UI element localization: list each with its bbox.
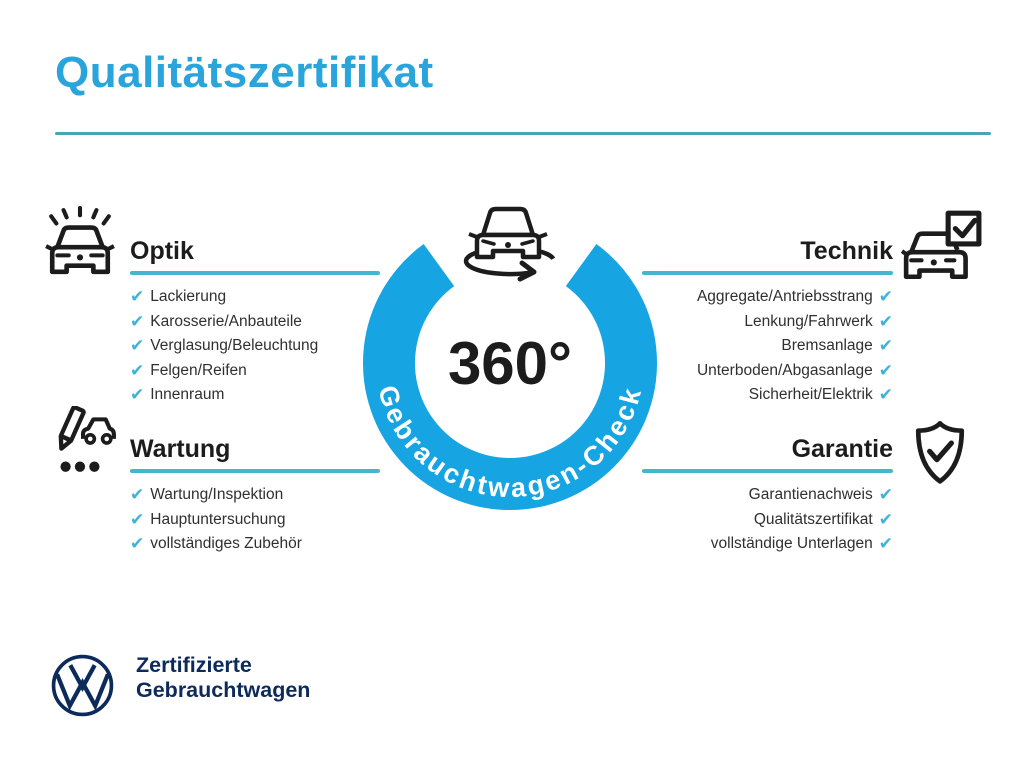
section-garantie: Garantie Garantienachweis ✔ Qualitätszert… <box>642 434 893 554</box>
section-optik: Optik ✔ Lackierung ✔ Karosserie/Anbauteile… <box>130 236 380 405</box>
check-icon: ✔ <box>878 509 893 530</box>
list-item: Bremsanlage ✔ <box>642 336 893 356</box>
list-item: Sicherheit/Elektrik ✔ <box>642 385 893 405</box>
check-list: ✔ Lackierung ✔ Karosserie/Anbauteile ✔ Verg… <box>130 287 380 405</box>
section-title: Technik <box>800 237 893 265</box>
list-item-label: vollständige Unterlagen <box>710 535 873 552</box>
section-title: Optik <box>130 237 194 265</box>
list-item-label: Bremsanlage <box>781 337 873 354</box>
car-360-rotation-icon <box>463 206 556 282</box>
footer-line1: Zertifizierte <box>136 653 252 677</box>
check-list: Aggregate/Antriebsstrang ✔ Lenkung/Fahrwe… <box>642 287 893 405</box>
list-item: Aggregate/Antriebsstrang ✔ <box>642 287 893 307</box>
list-item-label: Qualitätszertifikat <box>753 510 873 528</box>
list-item: ✔ Karosserie/Anbauteile <box>130 311 380 332</box>
section-wartung: Wartung ✔ Wartung/Inspektion ✔ Hauptunters… <box>130 434 380 554</box>
car-checkbox-icon <box>901 210 982 280</box>
ring-shape <box>363 244 657 510</box>
list-item-label: Felgen/Reifen <box>150 361 247 379</box>
list-item: Qualitätszertifikat ✔ <box>642 509 893 530</box>
list-item: Garantienachweis ✔ <box>642 485 893 505</box>
list-item-label: Aggregate/Antriebsstrang <box>696 288 873 305</box>
check-icon: ✔ <box>130 287 145 307</box>
list-item: ✔ Innenraum <box>130 385 380 405</box>
service-checklist-icon <box>58 406 116 472</box>
section-divider <box>130 271 380 275</box>
list-item: ✔ Wartung/Inspektion <box>130 485 380 505</box>
vw-logo-icon <box>51 654 114 717</box>
check-icon: ✔ <box>878 385 893 405</box>
check-icon: ✔ <box>130 485 145 505</box>
list-item-label: Karosserie/Anbauteile <box>150 312 302 330</box>
list-item-label: Lackierung <box>150 288 227 305</box>
section-title: Wartung <box>130 435 231 463</box>
check-icon: ✔ <box>130 360 145 381</box>
check-icon: ✔ <box>878 485 893 505</box>
check-icon: ✔ <box>130 509 145 530</box>
list-item: ✔ Felgen/Reifen <box>130 360 380 381</box>
check-icon: ✔ <box>130 534 145 554</box>
title-divider <box>55 132 991 135</box>
check-list: Garantienachweis ✔ Qualitätszertifikat ✔ v… <box>642 485 893 554</box>
check-icon: ✔ <box>878 360 893 381</box>
list-item: ✔ Verglasung/Beleuchtung <box>130 336 380 356</box>
list-item-label: Verglasung/Beleuchtung <box>150 337 319 354</box>
list-item-label: Sicherheit/Elektrik <box>748 386 873 403</box>
car-shine-icon <box>45 206 115 275</box>
check-list: ✔ Wartung/Inspektion ✔ Hauptuntersuchung ✔… <box>130 485 380 554</box>
check-icon: ✔ <box>878 336 893 356</box>
list-item-label: Unterboden/Abgasanlage <box>696 361 873 379</box>
badge-value: 360° <box>448 330 572 397</box>
badge-360: Gebrauchtwagen-Check 360° <box>363 206 657 510</box>
list-item-label: Wartung/Inspektion <box>150 486 284 503</box>
list-item: Lenkung/Fahrwerk ✔ <box>642 311 893 332</box>
check-icon: ✔ <box>878 311 893 332</box>
section-divider <box>130 469 380 473</box>
footer-brand-text: Zertifizierte Gebrauchtwagen <box>136 653 310 703</box>
list-item-label: Garantienachweis <box>748 486 873 503</box>
list-item: Unterboden/Abgasanlage ✔ <box>642 360 893 381</box>
check-icon: ✔ <box>130 385 145 405</box>
list-item-label: vollständiges Zubehör <box>150 535 302 552</box>
check-icon: ✔ <box>878 287 893 307</box>
section-technik: Technik Aggregate/Antriebsstrang ✔ Lenkun… <box>642 236 893 405</box>
footer-line2: Gebrauchtwagen <box>136 678 311 702</box>
shield-check-icon <box>915 421 965 484</box>
list-item: ✔ Hauptuntersuchung <box>130 509 380 530</box>
list-item-label: Lenkung/Fahrwerk <box>744 312 873 330</box>
check-icon: ✔ <box>130 311 145 332</box>
list-item-label: Hauptuntersuchung <box>150 510 286 528</box>
page-title: Qualitätszertifikat <box>55 48 434 97</box>
section-title: Garantie <box>791 435 893 463</box>
section-divider <box>642 469 893 473</box>
check-icon: ✔ <box>130 336 145 356</box>
list-item-label: Innenraum <box>150 386 225 403</box>
list-item: ✔ Lackierung <box>130 287 380 307</box>
check-icon: ✔ <box>878 534 893 554</box>
list-item: ✔ vollständiges Zubehör <box>130 534 380 554</box>
section-divider <box>642 271 893 275</box>
list-item: vollständige Unterlagen ✔ <box>642 534 893 554</box>
